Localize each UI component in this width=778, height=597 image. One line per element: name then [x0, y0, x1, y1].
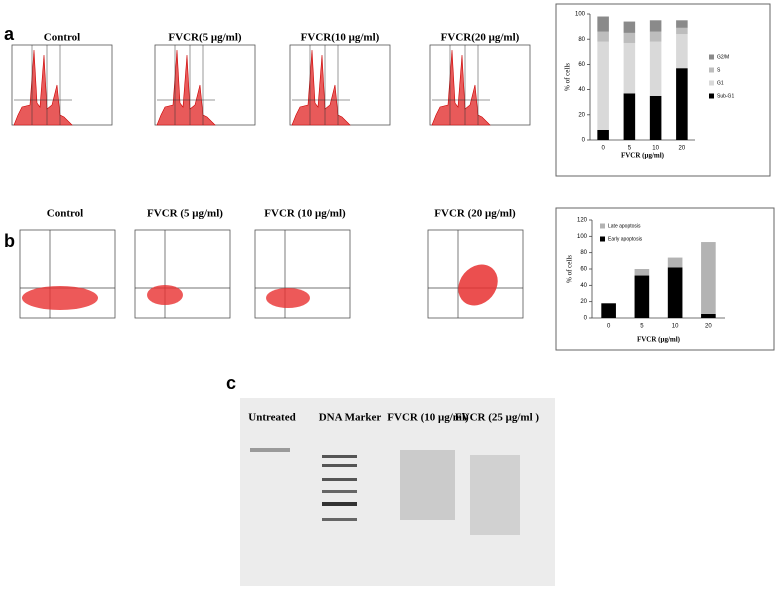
gel-smear — [470, 455, 520, 535]
bar-segment — [623, 42, 636, 94]
gel-band — [322, 518, 357, 521]
dot-cloud — [458, 264, 498, 306]
gel-band — [322, 455, 357, 458]
panel-label: c — [226, 373, 236, 393]
x-tick-label: 5 — [640, 324, 644, 330]
gel-band — [322, 464, 357, 467]
lane-label: DNA Marker — [319, 412, 382, 424]
legend-swatch — [709, 67, 714, 73]
x-tick-label: 0 — [601, 146, 605, 152]
y-tick-label: 20 — [580, 299, 587, 305]
chart-frame — [555, 3, 771, 177]
scatter-plot — [134, 229, 231, 319]
gel-band — [322, 478, 357, 481]
bar-segment — [649, 20, 662, 32]
x-tick-label: 20 — [679, 146, 686, 152]
x-tick-label: 10 — [652, 146, 659, 152]
bar-segment — [649, 41, 662, 96]
bar-segment — [597, 41, 609, 130]
y-tick-label: 60 — [580, 267, 587, 273]
bar-segment — [623, 21, 636, 33]
bar-segment — [597, 16, 609, 32]
bar-segment — [649, 31, 662, 42]
legend-label: G1 — [717, 80, 724, 86]
histogram-title: Control — [44, 32, 80, 44]
x-axis-label: FVCR (μg/ml) — [621, 152, 665, 160]
legend-label: S — [717, 67, 721, 73]
y-tick-label: 40 — [578, 87, 585, 93]
x-tick-label: 5 — [628, 146, 632, 152]
legend-swatch — [709, 93, 714, 99]
bar-segment — [676, 68, 688, 140]
scatter-title: FVCR (20 μg/ml) — [434, 208, 516, 220]
bar-segment — [676, 20, 688, 28]
scatter-title: FVCR (5 μg/ml) — [147, 208, 223, 220]
legend-swatch — [709, 54, 714, 60]
y-tick-label: 60 — [578, 62, 585, 68]
y-tick-label: 0 — [582, 138, 586, 144]
histogram — [154, 44, 256, 126]
bar-segment — [649, 95, 662, 140]
lane-label: FVCR (10 μg/ml) — [387, 412, 469, 424]
scatter-title: Control — [47, 208, 83, 220]
gel-band — [250, 448, 290, 452]
gel-smear — [400, 450, 455, 520]
dot-cloud — [147, 285, 183, 305]
y-tick-label: 40 — [580, 283, 587, 289]
bar-segment — [667, 267, 683, 318]
bar-segment — [676, 27, 688, 35]
dot-cloud — [266, 288, 310, 308]
legend-label: Sub-G1 — [717, 93, 734, 99]
y-tick-label: 80 — [580, 250, 587, 256]
x-tick-label: 0 — [607, 324, 611, 330]
bar-segment — [701, 313, 716, 318]
x-tick-label: 10 — [672, 324, 679, 330]
x-axis-label: FVCR (μg/ml) — [637, 336, 681, 344]
legend-label: Late apoptosis — [608, 223, 641, 229]
bar-segment — [623, 93, 636, 140]
histogram-title: FVCR(20 μg/ml) — [441, 32, 520, 44]
bar-segment — [601, 303, 616, 318]
bar-segment — [634, 275, 650, 318]
y-tick-label: 20 — [578, 112, 585, 118]
scatter-title: FVCR (10 μg/ml) — [264, 208, 346, 220]
gel-band — [322, 502, 357, 506]
bar-segment — [597, 31, 609, 42]
panel-label: a — [4, 24, 15, 44]
histogram-title: FVCR(5 μg/ml) — [168, 32, 241, 44]
y-tick-label: 100 — [577, 234, 588, 240]
bar-segment — [676, 34, 688, 69]
y-tick-label: 80 — [578, 37, 585, 43]
lane-label: Untreated — [248, 412, 295, 424]
y-axis-label: % of cells — [564, 63, 572, 91]
dot-cloud — [22, 286, 98, 310]
panel-label: b — [4, 231, 15, 251]
bar-segment — [634, 269, 650, 276]
x-tick-label: 20 — [705, 324, 712, 330]
bar-segment — [623, 32, 636, 43]
legend-label: G2/M — [717, 54, 729, 60]
histogram — [429, 44, 531, 126]
lane-label: FVCR (25 μg/ml ) — [455, 412, 539, 424]
bar-segment — [701, 242, 716, 314]
bar-segment — [597, 129, 609, 140]
legend-label: Early apoptosis — [608, 236, 643, 242]
histogram — [289, 44, 391, 126]
gel-band — [322, 490, 357, 493]
y-tick-label: 0 — [584, 316, 588, 322]
bar-segment — [667, 257, 683, 268]
legend-swatch — [600, 223, 605, 229]
histogram-title: FVCR(10 μg/ml) — [301, 32, 380, 44]
histogram — [11, 44, 113, 126]
y-tick-label: 100 — [575, 12, 586, 18]
y-tick-label: 120 — [577, 218, 588, 224]
legend-swatch — [600, 236, 605, 242]
y-axis-label: % of cells — [566, 255, 574, 283]
chart-frame — [555, 207, 775, 351]
legend-swatch — [709, 80, 714, 86]
